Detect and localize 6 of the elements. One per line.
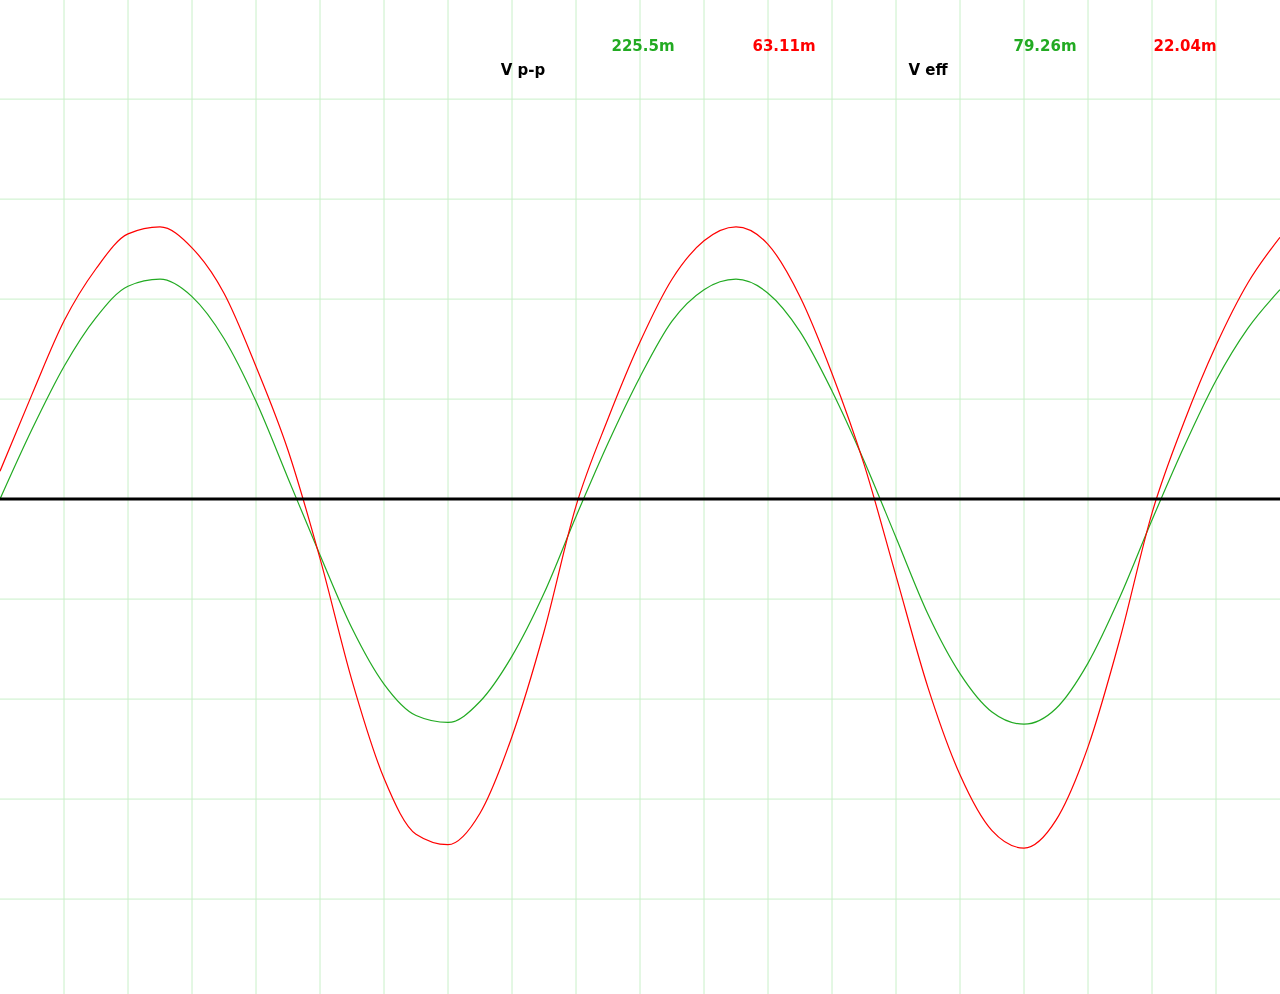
text: 22.04m bbox=[1153, 37, 1217, 55]
text: 225.5m bbox=[611, 37, 675, 55]
text: 63.11m bbox=[752, 37, 816, 55]
text: V p-p bbox=[500, 61, 546, 79]
text: V eff bbox=[908, 61, 949, 79]
text: 79.26m bbox=[1013, 37, 1077, 55]
